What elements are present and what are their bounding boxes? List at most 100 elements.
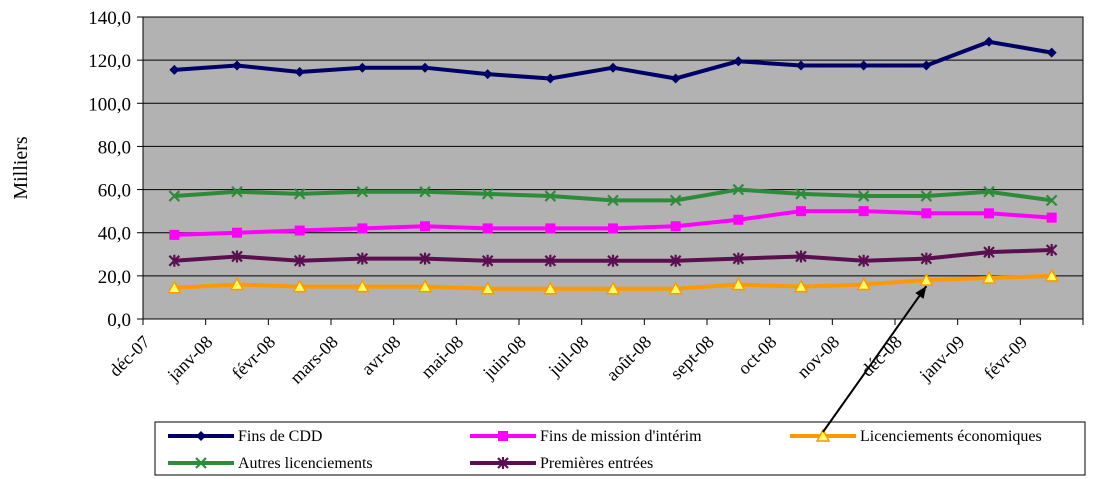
point-marker (921, 208, 932, 219)
point-marker (608, 62, 618, 73)
point-marker (292, 279, 307, 293)
legend-label: Fins de mission d'intérim (540, 428, 702, 445)
point-marker (294, 67, 305, 78)
point-marker (229, 276, 245, 291)
point-marker (420, 62, 430, 73)
point-marker (669, 254, 682, 267)
legend-label: Premières entrées (540, 455, 653, 472)
y-tick-label: 0,0 (107, 310, 131, 331)
point-marker (357, 62, 368, 73)
y-tick-label: 40,0 (98, 224, 131, 245)
point-marker (858, 206, 869, 217)
point-marker (544, 190, 557, 202)
point-marker (608, 223, 618, 234)
x-tick-label: janv-09 (915, 332, 969, 386)
legend-label: Fins de CDD (238, 428, 322, 445)
x-tick-label: mars-08 (286, 332, 342, 388)
point-marker (417, 279, 433, 293)
y-tick-label: 120,0 (88, 51, 131, 72)
legend-box (154, 421, 1086, 476)
point-marker (480, 281, 495, 295)
point-marker (357, 223, 368, 234)
point-marker (857, 254, 870, 267)
point-marker (481, 188, 494, 200)
point-marker (355, 279, 370, 293)
point-marker (920, 190, 933, 202)
point-marker (1045, 243, 1058, 256)
point-marker (607, 254, 619, 267)
x-tick-label: août-08 (602, 332, 655, 385)
x-tick-label: févr-08 (228, 332, 279, 383)
point-marker (545, 223, 556, 234)
point-marker (920, 252, 933, 265)
point-marker (195, 457, 207, 469)
annotation-arrowhead (915, 286, 927, 299)
point-marker (815, 428, 831, 442)
point-marker (1046, 212, 1057, 223)
x-tick-label: févr-09 (980, 332, 1031, 383)
y-tick-label: 60,0 (98, 181, 131, 202)
point-marker (1045, 194, 1058, 207)
point-marker (419, 185, 431, 198)
point-marker (232, 60, 242, 71)
point-marker (732, 252, 745, 265)
point-marker (1046, 47, 1057, 58)
point-marker (858, 60, 869, 71)
point-marker (196, 431, 206, 441)
x-tick-label: déc-07 (105, 332, 154, 381)
point-marker (293, 188, 306, 200)
x-tick-label: juil-08 (544, 332, 593, 381)
point-marker (984, 208, 994, 219)
y-tick-label: 80,0 (98, 137, 131, 158)
annotation-arrow (822, 285, 928, 433)
point-marker (795, 188, 807, 200)
x-tick-label: juin-08 (478, 332, 530, 384)
x-tick-label: janv-08 (163, 332, 217, 386)
point-marker (498, 431, 508, 441)
point-marker (482, 69, 493, 80)
point-marker (795, 250, 807, 263)
point-marker (607, 194, 619, 207)
point-marker (983, 185, 995, 198)
point-marker (733, 56, 744, 67)
point-marker (796, 60, 806, 71)
point-marker (543, 281, 558, 295)
point-marker (983, 246, 995, 259)
x-tick-label: mai-08 (417, 332, 467, 382)
point-marker (420, 221, 430, 232)
point-marker (169, 229, 180, 240)
y-tick-label: 100,0 (88, 94, 131, 115)
point-marker (232, 227, 242, 238)
point-marker (169, 64, 180, 75)
x-tick-label: avr-08 (357, 332, 404, 379)
point-marker (168, 190, 181, 202)
point-marker (732, 183, 745, 196)
point-marker (231, 185, 243, 198)
point-marker (669, 194, 682, 207)
point-marker (356, 252, 369, 265)
point-marker (167, 280, 182, 294)
point-marker (984, 36, 994, 47)
y-axis-label: Milliers (10, 136, 32, 200)
point-marker (919, 272, 934, 286)
legend-label: Autres licenciements (238, 455, 373, 472)
point-marker (605, 281, 621, 295)
point-marker (168, 254, 181, 267)
point-marker (731, 276, 746, 291)
point-marker (356, 185, 369, 198)
legend-label: Licenciements économiques (860, 428, 1042, 445)
x-tick-label: sept-08 (666, 332, 718, 384)
point-marker (733, 214, 744, 225)
point-marker (793, 279, 809, 293)
y-tick-label: 20,0 (98, 267, 131, 288)
point-marker (545, 73, 556, 84)
y-tick-label: 140,0 (88, 8, 131, 29)
point-marker (857, 190, 870, 202)
point-marker (668, 281, 683, 295)
point-marker (1044, 268, 1059, 282)
point-marker (482, 223, 493, 234)
point-marker (670, 73, 681, 84)
x-tick-label: oct-08 (734, 332, 781, 379)
x-tick-label: nov-08 (793, 332, 843, 382)
